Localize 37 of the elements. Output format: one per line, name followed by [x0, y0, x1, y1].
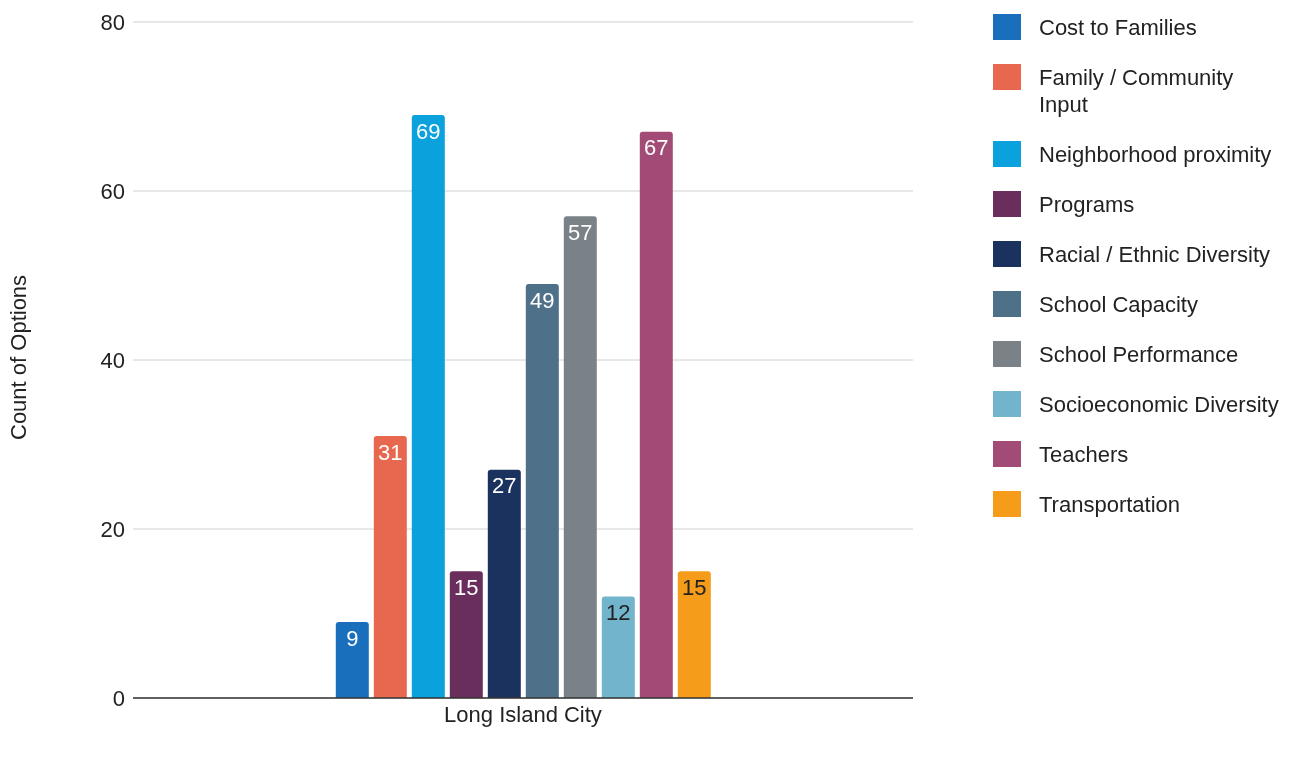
data-label: 69: [416, 118, 441, 144]
data-label: 49: [530, 287, 555, 313]
legend-label: School Capacity: [1039, 291, 1198, 318]
bar: [373, 436, 407, 698]
y-tick-label: 80: [100, 9, 125, 35]
legend-label: Socioeconomic Diversity: [1039, 391, 1279, 418]
data-label: 15: [454, 574, 479, 600]
data-label: 15: [682, 574, 707, 600]
y-tick-label: 20: [100, 516, 125, 542]
data-label: 27: [492, 473, 517, 499]
data-label: 57: [568, 219, 593, 245]
bar: [411, 114, 445, 698]
bar: [639, 131, 673, 698]
legend-label: Programs: [1039, 191, 1135, 218]
legend-label: Racial / Ethnic Diversity: [1039, 241, 1271, 268]
y-axis-title: Count of Options: [5, 274, 31, 440]
bar: [335, 621, 369, 698]
data-label: 67: [644, 135, 669, 161]
bar: [601, 596, 635, 698]
bar: [449, 571, 483, 698]
legend-label: Cost to Families: [1039, 14, 1197, 41]
y-tick-label: 40: [100, 347, 125, 373]
x-tick-label: Long Island City: [444, 701, 602, 727]
bar: [525, 283, 559, 698]
y-tick-label: 0: [112, 685, 125, 711]
data-label: 12: [606, 600, 631, 626]
data-label: 31: [378, 439, 403, 465]
legend-label: Teachers: [1039, 441, 1129, 468]
y-tick-label: 60: [100, 178, 125, 204]
bar: [487, 469, 521, 698]
legend-label: Family / Community Input: [1039, 64, 1235, 118]
legend-label: School Performance: [1039, 341, 1239, 368]
legend-label: Neighborhood proximity: [1039, 141, 1272, 168]
bar: [563, 216, 597, 698]
bar: [677, 571, 711, 698]
legend-label: Transportation: [1039, 491, 1181, 518]
data-label: 9: [346, 625, 359, 651]
